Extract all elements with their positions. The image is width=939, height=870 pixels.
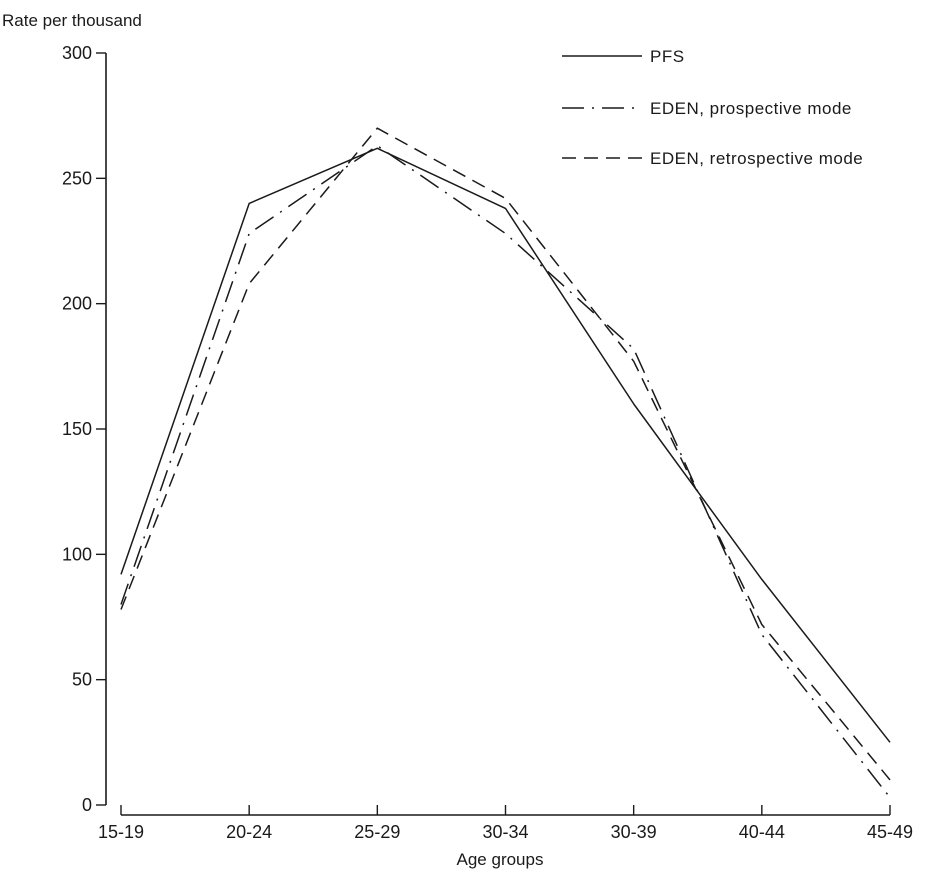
x-tick-label: 40-44 [739,822,785,842]
x-tick-label: 20-24 [226,822,272,842]
series-line [120,147,891,743]
legend-label: EDEN, prospective mode [650,99,852,118]
y-tick-label: 250 [62,168,92,188]
y-tick-label: 150 [62,419,92,439]
x-axis: 15-19 20-24 25-29 30-34 30-39 40-44 45-49 [98,805,913,842]
legend: PFS EDEN, prospective mode EDEN, retrospec… [562,47,863,168]
x-tick-label: 45-49 [867,822,913,842]
x-tick-label: 25-29 [354,822,400,842]
legend-label: EDEN, retrospective mode [650,149,863,168]
x-tick-label: 30-34 [482,822,528,842]
y-tick-label: 300 [62,43,92,63]
x-axis-title: Age groups [457,850,544,869]
y-tick-label: 200 [62,294,92,314]
x-tick-label: 15-19 [98,822,144,842]
series-line [120,127,891,781]
y-tick-label: 100 [62,544,92,564]
y-tick-label: 0 [82,795,92,815]
series-line [120,144,891,798]
y-axis: 0 50 100 150 200 250 300 [62,43,107,815]
y-tick-label: 50 [72,670,92,690]
series-layer [120,127,891,798]
legend-label: PFS [650,47,685,66]
y-axis-title: Rate per thousand [2,11,142,30]
x-tick-label: 30-39 [611,822,657,842]
